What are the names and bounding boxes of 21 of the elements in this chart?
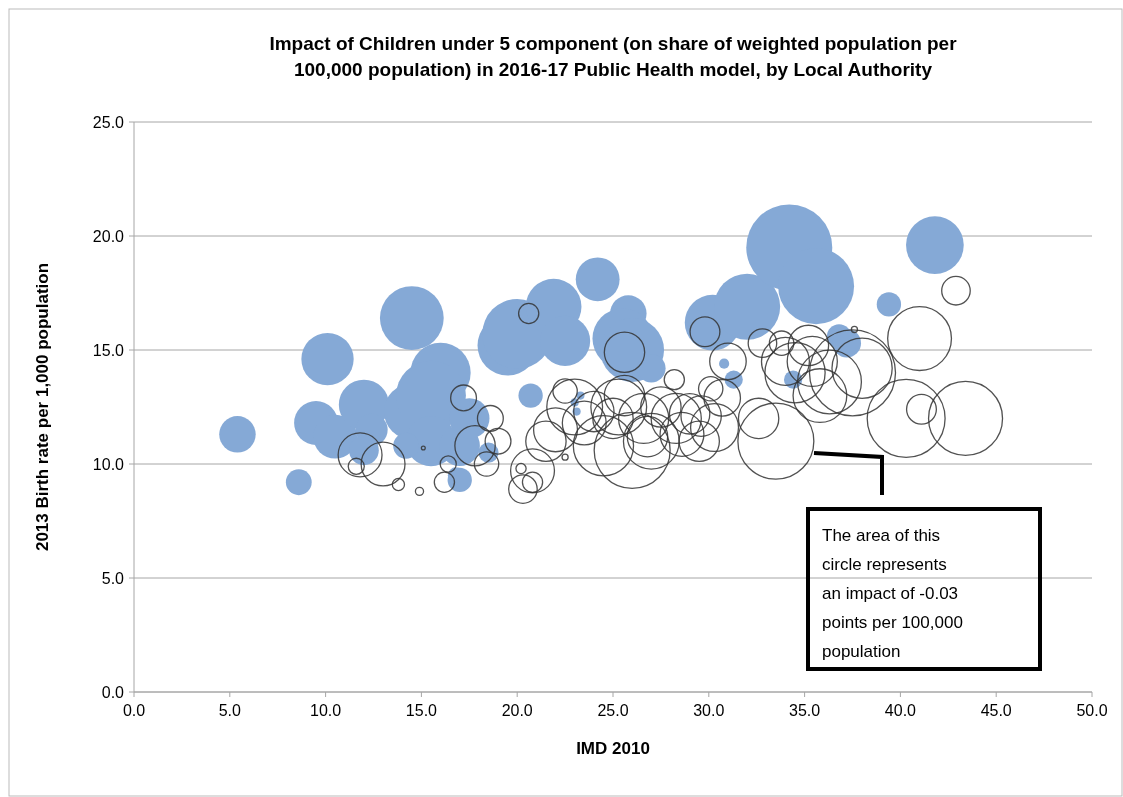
chart-title: Impact of Children under 5 component (on share of weighted population per 100,000 population) in 2016-17 Public Health model, by Local Authority [269, 33, 958, 80]
x-axis-title: IMD 2010 [576, 739, 650, 758]
y-tick-label: 20.0 [92, 228, 125, 245]
x-tick-label: 25.0 [597, 702, 629, 719]
x-tick-label: 30.0 [693, 702, 725, 719]
x-tick-label: 20.0 [501, 702, 533, 719]
y-axis-title: 2013 Birth rate per 1,000 population [33, 262, 52, 552]
x-tick-label: 45.0 [980, 702, 1012, 719]
x-tick-label: 50.0 [1076, 702, 1108, 719]
y-tick-label: 25.0 [92, 114, 125, 131]
x-tick-label: 0.0 [122, 702, 146, 719]
y-tick-label: 0.0 [101, 684, 125, 701]
annotation: The area of this circle represents an impact of -0.03 points per 100,000 population [822, 526, 963, 661]
x-tick-label: 5.0 [218, 702, 242, 719]
y-tick-label: 15.0 [92, 342, 125, 359]
y-tick-label: 10.0 [92, 456, 125, 473]
x-tick-label: 40.0 [884, 702, 917, 719]
x-tick-label: 15.0 [405, 702, 438, 719]
x-tick-label: 10.0 [310, 702, 342, 719]
y-tick-label: 5.0 [101, 570, 125, 587]
x-tick-label: 35.0 [789, 702, 821, 719]
